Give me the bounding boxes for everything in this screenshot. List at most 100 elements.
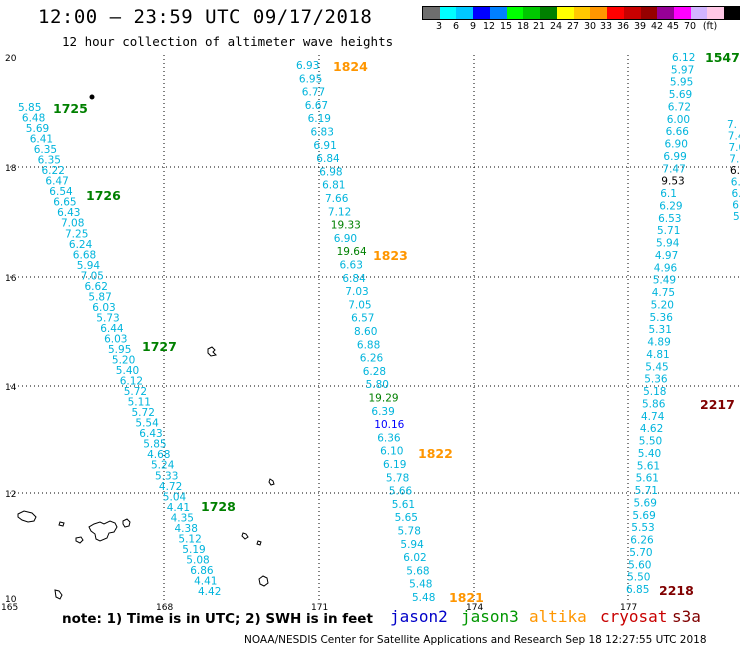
island-outline [17,510,37,523]
pass-label: 1726 [86,188,121,203]
legend-label: 33 [599,21,613,32]
wave-height-value: 5.94 [656,238,680,250]
wave-height-value: 5.45 [645,361,668,373]
wave-height-value: 6.48 [22,113,45,125]
legend-swatch [690,7,708,19]
wave-height-value: 6.43 [139,428,162,440]
wave-height-value: 6.72 [668,102,691,114]
pass-labels: 1725 1726 1727 1728 1824 1823 1822 1821 … [53,50,740,605]
wave-height-value: 6.62 [85,281,108,293]
wave-height-value: 7.12 [328,206,351,218]
island-outline [54,589,63,600]
wave-height-value: 5.73 [96,312,119,324]
pass-label: 1725 [53,101,88,116]
wave-height-value: 4.38 [175,523,198,535]
wave-height-value: 5.61 [392,499,415,511]
satellite-cryosat: cryosat [600,607,668,626]
wave-height-value: 6.43 [57,207,80,219]
legend-label: 24 [549,21,563,32]
wave-height-value: 6.90 [334,233,357,245]
wave-height-value: 6.35 [38,155,61,167]
legend-swatch [439,7,457,19]
wave-height-value: 4.68 [147,449,170,461]
x-tick-label: 165 [1,603,18,613]
wave-height-value: 9.53 [661,176,684,188]
wave-height-value: 6.53 [658,213,681,225]
wave-height-value: 6.47 [45,176,68,188]
island-outline [75,536,84,544]
pass-label: 2217 [700,397,735,412]
wave-height-value: 6.85 [626,584,649,596]
wave-height-value: 6.68 [73,249,96,261]
legend-label: 30 [583,21,597,32]
legend-swatch [523,7,541,19]
wave-height-value: 5.11 [128,397,151,409]
legend-swatch [573,7,591,19]
x-tick-label: 177 [620,603,637,613]
wave-height-value: 5.72 [124,386,147,398]
legend-swatch [473,7,490,19]
island-outline [207,346,218,357]
wave-height-value: 6.84 [316,153,340,165]
wave-height-value: 5.48 [412,592,435,604]
wave-height-value: 5.40 [638,448,661,460]
wave-height-value: 5.08 [186,554,209,566]
legend-label: 36 [616,21,630,32]
wave-height-value: 4.75 [652,287,675,299]
legend-swatch [540,7,557,19]
wave-height-value: 5.70 [629,547,652,559]
wave-height-value: 4.41 [167,502,190,514]
wave-height-value: 6.12 [120,376,143,388]
wave-height-value: 5.69 [669,89,692,101]
wave-height-value: 5.18 [643,386,666,398]
wave-height-value: 5.69 [634,497,657,509]
pass-label: 2218 [659,583,694,598]
wave-height-value: 4.74 [641,411,665,423]
wave-height-value: 6.1 [660,188,677,200]
wave-height-value: 5.61 [637,460,660,472]
wave-height-value: 4.72 [159,481,182,493]
island-outline [122,518,131,528]
legend-swatch [623,7,641,19]
legend-label: 70 [683,21,697,32]
wave-height-value: 10.16 [374,419,404,431]
wave-height-value: 6.77 [302,87,325,99]
wave-height-value: 7.25 [65,228,88,240]
legend-swatch [640,7,658,19]
wave-height-value: 6.54 [49,186,73,198]
wave-height-value: 6.91 [313,140,336,152]
legend-label: 6 [452,21,460,32]
wave-height-value: 5.48 [409,579,432,591]
y-tick-label: 16 [5,274,17,284]
wave-height-value: 5.36 [650,312,674,324]
y-axis-labels: 20 18 16 14 12 10 [5,54,17,605]
wave-height-value: 6.5 [731,177,740,189]
wave-height-value: 6.95 [299,73,322,85]
wave-height-value: 7. [727,119,737,131]
pass-label: 1547 [705,50,740,65]
wave-height-value: 4.41 [194,576,217,588]
wave-height-value: 7.03 [345,286,368,298]
wave-height-value: 5.53 [631,522,654,534]
wave-height-value: 5.86 [642,398,666,410]
legend-color-bar [422,6,740,20]
wave-height-value: 4.81 [646,349,669,361]
wave-height-value: 5.94 [77,260,101,272]
wave-height-value: 6.36 [377,432,401,444]
legend-label: 45 [666,21,680,32]
legend-unit: (ft) [702,21,718,32]
x-tick-label: 171 [311,603,328,613]
wave-height-value: 6.19 [308,113,331,125]
legend-labels: 3 6 9 12 15 18 21 24 27 30 33 36 39 42 4… [422,20,740,34]
wave-height-value: 6.99 [663,151,686,163]
footer-credit: NOAA/NESDIS Center for Satellite Applica… [244,634,707,646]
legend-label: 12 [482,21,496,32]
wave-height-value: 6.00 [667,114,690,126]
wave-height-value: 5.69 [26,123,49,135]
x-tick-label: 168 [156,603,173,613]
island-outline [258,575,269,587]
wave-height-value: 6.35 [34,144,57,156]
wave-height-value: 6.44 [100,323,124,335]
wave-height-value: 4.35 [171,512,194,524]
wave-height-value: 5.33 [155,470,178,482]
